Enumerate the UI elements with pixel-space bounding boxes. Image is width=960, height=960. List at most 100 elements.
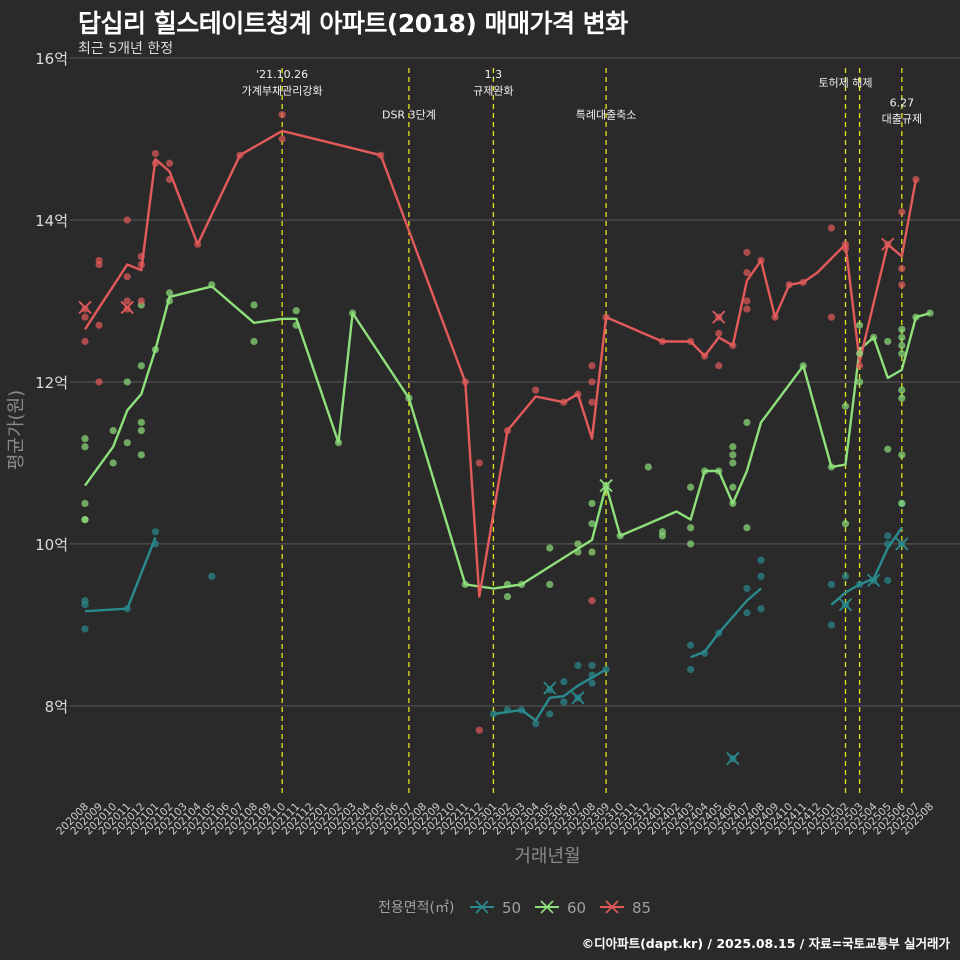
series-line-85 xyxy=(83,129,918,598)
legend-label-60: 60 xyxy=(567,899,586,917)
data-point-50 xyxy=(503,706,512,714)
data-point-85 xyxy=(827,313,836,321)
chart-title: 답십리 힐스테이트청계 아파트(2018) 매매가격 변화 xyxy=(78,9,628,38)
data-point-85 xyxy=(165,159,174,167)
data-point-85 xyxy=(715,362,723,370)
data-point-60 xyxy=(715,467,723,475)
data-point-50 xyxy=(701,649,709,657)
data-point-60 xyxy=(898,325,906,333)
legend-swatch-x xyxy=(605,900,619,914)
data-point-85 xyxy=(194,240,202,248)
data-point-50 xyxy=(560,698,568,706)
event-label: 토허제 해제 xyxy=(818,75,872,89)
data-point-50 xyxy=(743,609,751,617)
data-point-60 xyxy=(686,540,695,548)
data-point-50 xyxy=(81,601,89,609)
legend-swatch-x xyxy=(475,900,489,914)
x-marker-50 xyxy=(867,573,881,588)
x-marker-stroke xyxy=(78,300,92,315)
data-point-85 xyxy=(137,252,145,261)
x-marker-50 xyxy=(838,598,853,612)
data-point-85 xyxy=(165,175,174,184)
data-point-60 xyxy=(348,309,357,317)
data-point-60 xyxy=(588,520,596,528)
legend-item-50: 50 xyxy=(470,899,521,917)
event-label: '21.10.26 xyxy=(256,68,308,81)
data-point-60 xyxy=(898,386,906,394)
data-point-85 xyxy=(532,386,540,394)
data-point-85 xyxy=(785,281,793,289)
data-point-85 xyxy=(729,341,737,350)
data-point-60 xyxy=(208,281,216,289)
data-point-60 xyxy=(855,378,864,386)
event-label: 1.3 xyxy=(485,68,503,81)
data-point-85 xyxy=(278,111,286,119)
x-marker-85 xyxy=(881,237,895,251)
data-point-50 xyxy=(757,572,765,580)
data-point-50 xyxy=(884,532,892,540)
event-label: 대출규제 xyxy=(882,113,922,126)
data-point-60 xyxy=(799,362,807,370)
data-point-85 xyxy=(461,378,469,386)
data-point-85 xyxy=(95,260,103,269)
data-point-50 xyxy=(884,576,892,584)
event-label: DSR 3단계 xyxy=(382,109,436,122)
data-point-60 xyxy=(743,418,751,427)
data-point-85 xyxy=(757,256,765,265)
data-point-50 xyxy=(81,625,89,633)
data-point-50 xyxy=(517,706,526,714)
data-point-50 xyxy=(743,584,751,593)
x-marker-stroke xyxy=(895,537,909,551)
y-tick-label: 14억 xyxy=(35,212,68,230)
data-point-60 xyxy=(334,439,343,447)
data-point-85 xyxy=(898,281,906,289)
y-tick-label: 10억 xyxy=(35,536,68,554)
data-point-85 xyxy=(81,305,89,313)
data-point-60 xyxy=(841,520,850,528)
data-point-60 xyxy=(898,341,906,350)
series-line-50 xyxy=(84,537,157,613)
data-point-85 xyxy=(95,378,103,386)
data-point-50 xyxy=(757,605,765,613)
data-point-60 xyxy=(250,301,258,309)
data-point-60 xyxy=(503,592,512,601)
data-point-60 xyxy=(898,499,906,508)
data-point-85 xyxy=(151,149,160,158)
x-marker-50 xyxy=(895,537,909,551)
x-marker-stroke xyxy=(712,310,726,324)
data-point-60 xyxy=(137,362,145,370)
data-point-60 xyxy=(292,321,300,329)
data-point-60 xyxy=(729,483,737,491)
data-point-50 xyxy=(546,686,554,694)
data-point-85 xyxy=(123,297,131,305)
data-point-60 xyxy=(743,524,751,532)
data-point-85 xyxy=(574,390,582,398)
data-point-50 xyxy=(715,629,723,637)
data-point-60 xyxy=(81,443,89,451)
data-point-60 xyxy=(292,307,300,315)
x-marker-50 xyxy=(726,751,740,766)
data-point-60 xyxy=(137,426,145,435)
data-point-50 xyxy=(489,710,498,718)
data-point-50 xyxy=(588,671,596,679)
data-point-60 xyxy=(729,459,737,467)
data-point-85 xyxy=(137,260,145,269)
data-point-50 xyxy=(757,556,765,564)
x-marker-85 xyxy=(712,310,726,324)
data-point-85 xyxy=(81,313,89,321)
data-point-60 xyxy=(588,548,596,556)
data-point-85 xyxy=(475,459,483,467)
data-point-60 xyxy=(729,499,737,508)
data-point-85 xyxy=(827,224,836,232)
data-point-50 xyxy=(532,720,540,728)
data-point-85 xyxy=(658,337,667,346)
data-point-50 xyxy=(602,665,610,674)
data-point-85 xyxy=(588,597,596,605)
data-point-85 xyxy=(912,175,920,184)
legend-item-85: 85 xyxy=(600,899,651,917)
data-point-85 xyxy=(588,362,596,370)
y-tick-label: 8억 xyxy=(45,698,68,716)
data-point-60 xyxy=(686,524,695,532)
legend-label-50: 50 xyxy=(502,899,521,917)
